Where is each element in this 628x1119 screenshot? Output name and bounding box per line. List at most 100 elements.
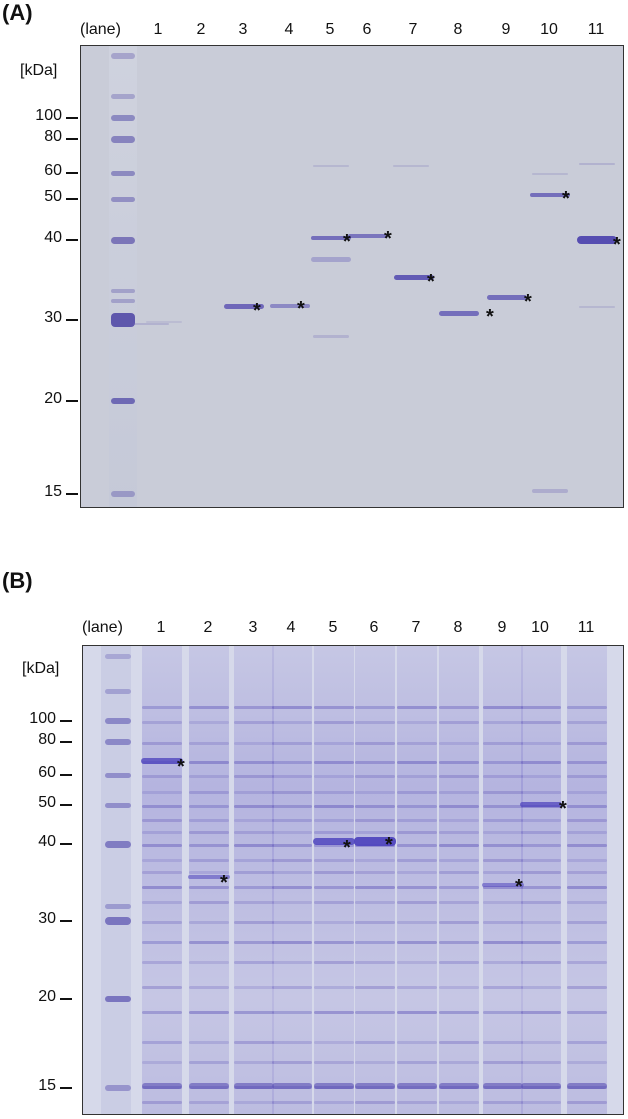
lane-band [142, 1061, 182, 1064]
lane-band [397, 721, 437, 724]
lane-a-label-4: 4 [284, 21, 294, 38]
lane-band [355, 871, 395, 874]
lane-band [189, 1061, 229, 1064]
lane-band [314, 961, 354, 964]
lane-band [521, 1061, 561, 1064]
lane-band [439, 831, 479, 834]
lane-band [521, 1101, 561, 1104]
asterisk-b-4: * [385, 834, 393, 856]
ladder-band [111, 299, 135, 303]
lane-band [272, 742, 312, 745]
lane-band [439, 1061, 479, 1064]
lane-band [234, 986, 274, 989]
marker-a-30: 30 [44, 309, 62, 326]
lane-band [567, 871, 607, 874]
lane-band [189, 886, 229, 889]
ladder-band [111, 398, 135, 404]
lane-band [355, 805, 395, 808]
gel-b [82, 645, 624, 1115]
lane-b-label-9: 9 [497, 619, 507, 636]
lane-band [142, 706, 182, 709]
lane-band [567, 961, 607, 964]
lane-b-label-1: 1 [156, 619, 166, 636]
lane-band [567, 775, 607, 778]
marker-a-tick [66, 239, 78, 241]
lane-band [439, 941, 479, 944]
faint-band [579, 306, 615, 308]
lane-band [567, 986, 607, 989]
asterisk-a-3: * [343, 231, 351, 253]
lane-band [234, 819, 274, 822]
ladder-band [105, 903, 131, 909]
dye-front [272, 1083, 312, 1089]
lane-band [397, 831, 437, 834]
lane-band [397, 775, 437, 778]
marker-a-15: 15 [44, 483, 62, 500]
lane-band [272, 819, 312, 822]
marker-b-tick [60, 843, 72, 845]
lane-band [355, 831, 395, 834]
ladder-band [105, 1085, 131, 1091]
dye-front [521, 1083, 561, 1089]
target-band-b-2 [188, 875, 230, 879]
lane-band [189, 1101, 229, 1104]
marker-a-60: 60 [44, 162, 62, 179]
lane-a-label-10: 10 [540, 21, 558, 38]
target-band-a-8 [487, 294, 527, 300]
target-band-a-9 [530, 193, 570, 197]
asterisk-b-6: * [559, 798, 567, 820]
lane-band [272, 791, 312, 794]
lane-band [355, 761, 395, 764]
lane-band [189, 1011, 229, 1014]
lane-band [439, 901, 479, 904]
dye-front [439, 1083, 479, 1089]
lane-band [439, 859, 479, 862]
lane-band [272, 961, 312, 964]
lane-b-label-8: 8 [453, 619, 463, 636]
lane-band [521, 859, 561, 862]
target-band-b-5 [520, 801, 562, 807]
lane-band [314, 844, 354, 847]
lane-band [397, 901, 437, 904]
ladder-band [105, 772, 131, 778]
lane-band [189, 742, 229, 745]
lane-band [355, 844, 395, 847]
lane-band [397, 761, 437, 764]
lane-band [234, 1101, 274, 1104]
marker-b-tick [60, 741, 72, 743]
target-band-b-3 [313, 837, 355, 845]
lane-band [439, 805, 479, 808]
lane-band [567, 886, 607, 889]
marker-b-60: 60 [38, 764, 56, 781]
lane-band [142, 844, 182, 847]
marker-a-tick [66, 172, 78, 174]
panel-a-kda-header: [kDa] [20, 62, 58, 79]
lane-band [314, 805, 354, 808]
lane-band [521, 775, 561, 778]
lane-band [439, 1011, 479, 1014]
lane-a-label-9: 9 [501, 21, 511, 38]
lane-band [142, 941, 182, 944]
lane-band [521, 961, 561, 964]
panel-a-lane-header: (lane) [80, 21, 121, 38]
lane-b-label-2: 2 [203, 619, 213, 636]
asterisk-a-7: * [524, 291, 532, 313]
lane-band [521, 901, 561, 904]
marker-b-20: 20 [38, 988, 56, 1005]
marker-a-tick [66, 198, 78, 200]
lane-band [355, 1061, 395, 1064]
lane-b-label-3: 3 [248, 619, 258, 636]
lane-band [189, 961, 229, 964]
lane-band [272, 941, 312, 944]
lane-band [234, 871, 274, 874]
lane-band [272, 886, 312, 889]
panel-b-label: (B) [2, 568, 33, 593]
marker-b-tick [60, 998, 72, 1000]
lane-band [355, 742, 395, 745]
lane-band [397, 859, 437, 862]
target-band-a-1 [224, 303, 264, 309]
lane-band [439, 961, 479, 964]
lane-band [567, 1061, 607, 1064]
ladder-band [111, 196, 135, 202]
lane-band [314, 1011, 354, 1014]
